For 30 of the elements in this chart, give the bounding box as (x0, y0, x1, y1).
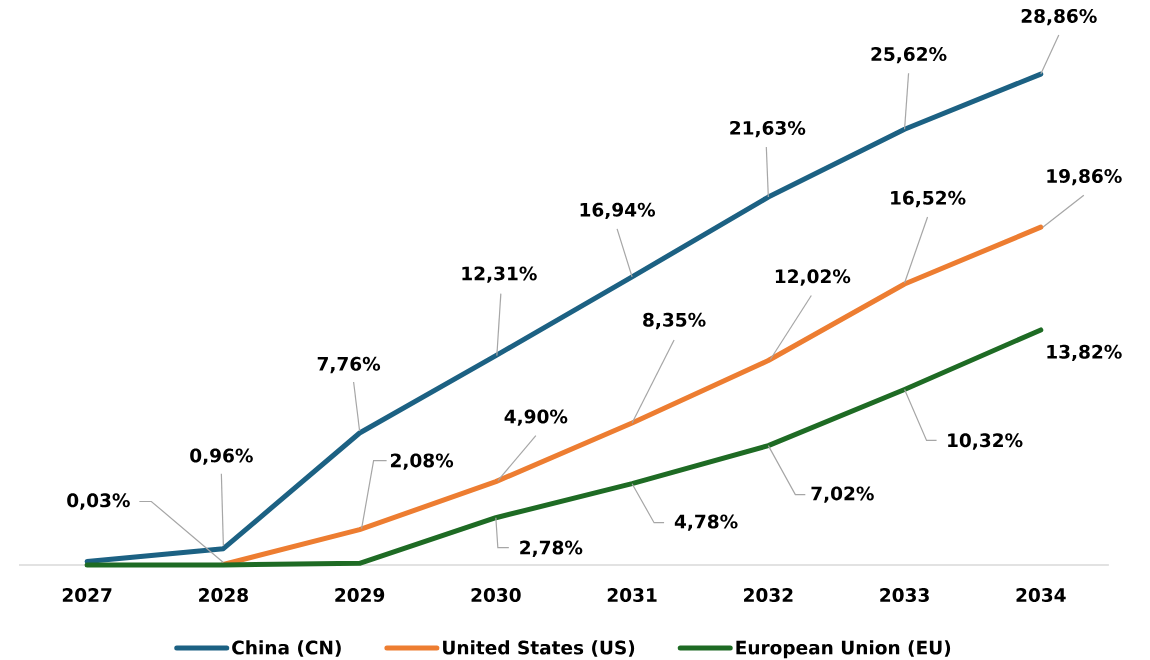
data-label: 10,32% (948, 433, 1023, 450)
data-label: 28,86% (1021, 8, 1097, 26)
data-label: 12,31% (462, 266, 537, 283)
data-label: 25,62% (871, 47, 947, 64)
data-label: 2,78% (520, 540, 583, 557)
data-label: 8,35% (643, 312, 706, 330)
x-tick-label: 2029 (335, 588, 385, 602)
x-tick-label: 2027 (62, 588, 112, 602)
x-tick-label: 2032 (744, 588, 793, 602)
data-label: 19,86% (1047, 168, 1122, 186)
data-label: 4,78% (674, 514, 738, 531)
data-label: 0,96% (190, 448, 253, 465)
legend-label: United States (US) (443, 640, 635, 657)
x-tick-label: 2028 (199, 588, 248, 602)
data-label: 4,90% (504, 409, 568, 426)
data-label: 13,82% (1047, 344, 1122, 362)
x-tick-label: 2030 (471, 588, 521, 602)
x-tick-label: 2034 (1016, 588, 1066, 602)
data-label: 16,52% (891, 190, 966, 208)
x-tick-label: 2031 (607, 588, 657, 602)
data-label: 7,02% (811, 486, 874, 503)
x-tick-label: 2033 (880, 588, 929, 602)
data-label: 21,63% (730, 120, 806, 138)
data-label: 2,08% (390, 453, 454, 470)
legend-label: European Union (EU) (736, 640, 951, 659)
data-label: 7,76% (317, 356, 381, 374)
data-label: 0,03% (67, 493, 130, 510)
data-label: 16,94% (580, 202, 656, 220)
data-label: 12,02% (775, 269, 851, 286)
legend-label: China (CN) (232, 640, 341, 657)
